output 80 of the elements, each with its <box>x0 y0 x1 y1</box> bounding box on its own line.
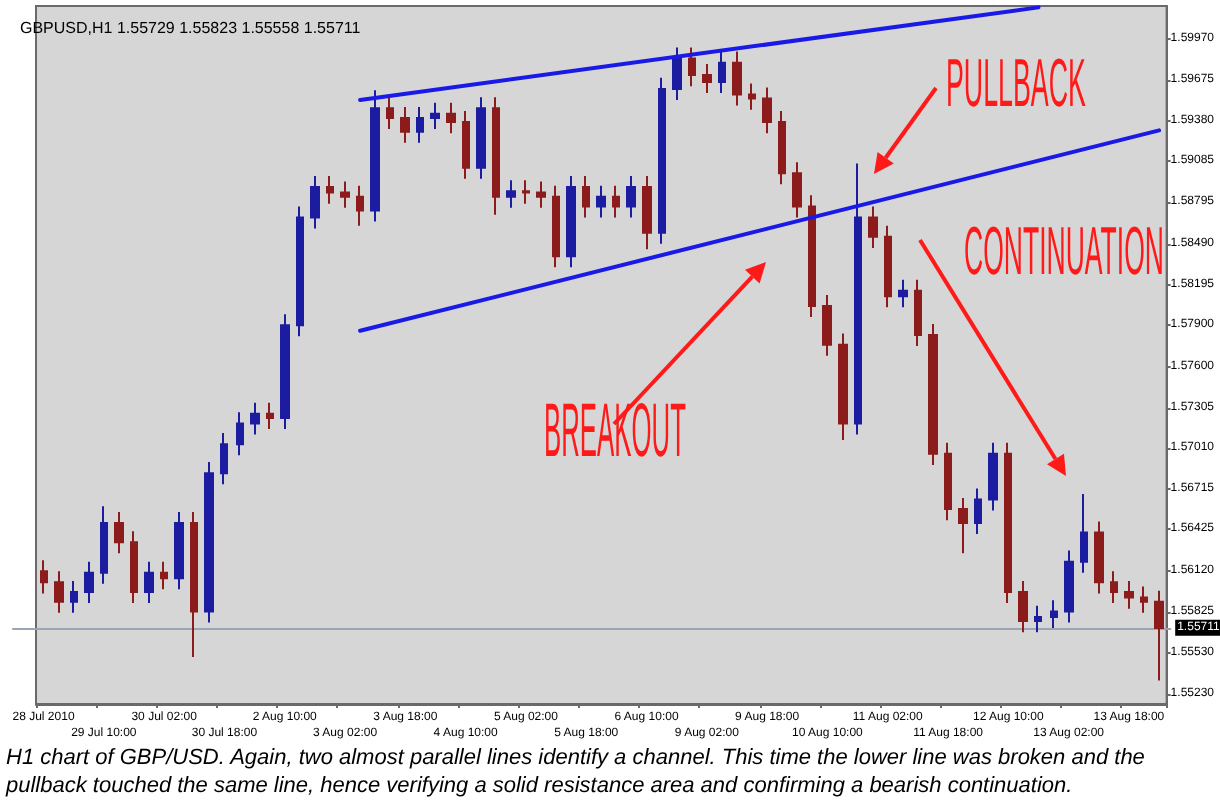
candlestick <box>356 184 364 227</box>
candlestick <box>174 510 184 591</box>
candlestick <box>1050 599 1058 629</box>
candlestick <box>476 96 486 180</box>
annotation: BREAKOUT <box>544 389 686 475</box>
candlestick <box>672 46 682 101</box>
candlestick <box>40 559 48 595</box>
candlestick <box>898 278 908 309</box>
candlestick <box>566 175 576 269</box>
text: H1 chart of GBP/USD. Again, two almost parallel lines identify a channel. This time the lower line was broken and the pullback touched the same line, hence verifying a solid resistance area and confirming a bearish continuation. <box>6 744 1147 800</box>
candlestick <box>1080 492 1088 574</box>
candlestick <box>522 179 530 205</box>
candlestick <box>702 63 712 95</box>
text: GBPUSD,H1 1.55729 1.55823 1.55558 1.55711 <box>20 19 362 37</box>
candlestick <box>416 105 424 144</box>
candlestick <box>762 86 772 135</box>
candlestick <box>1064 549 1074 624</box>
candlestick <box>536 180 546 209</box>
candlestick <box>84 560 94 605</box>
candlestick <box>748 82 756 111</box>
candlestick <box>612 184 620 219</box>
candlestick <box>718 50 726 95</box>
candlestick <box>974 487 982 535</box>
candlestick <box>928 322 938 466</box>
candlestick <box>808 194 816 318</box>
candlestick <box>822 293 832 357</box>
candlestick <box>1110 570 1118 605</box>
candlestick <box>1140 585 1148 614</box>
candlestick <box>340 180 350 209</box>
candlestick <box>296 205 304 338</box>
candlestick <box>400 105 410 144</box>
candlestick <box>144 560 154 605</box>
candlestick <box>958 497 968 555</box>
candlestick <box>462 110 470 180</box>
candlestick <box>446 101 456 135</box>
candlestick <box>386 96 394 131</box>
candlestick <box>792 161 802 219</box>
candlestick <box>596 184 606 219</box>
candlestick <box>250 401 260 436</box>
candlestick <box>854 162 862 436</box>
candlestick <box>492 96 500 216</box>
candlestick <box>220 432 228 486</box>
candlestick <box>280 313 290 430</box>
candlestick <box>688 46 696 88</box>
candlestick <box>642 175 652 251</box>
candlestick <box>626 175 636 219</box>
candlestick <box>732 50 742 107</box>
candlestick <box>582 175 590 219</box>
candlestick <box>266 401 274 430</box>
candlestick <box>326 175 334 205</box>
candlestick <box>868 205 878 249</box>
candlestick <box>1154 589 1164 682</box>
candlestick <box>988 441 998 512</box>
candlestick <box>506 179 516 209</box>
candlestick <box>552 184 560 269</box>
candlestick <box>190 510 198 659</box>
candlestick <box>1124 579 1134 610</box>
candlestick <box>130 530 138 605</box>
candlestick <box>658 76 666 245</box>
candlestick <box>838 332 848 441</box>
candlestick <box>1034 604 1042 634</box>
candlestick <box>370 89 380 223</box>
candlestick <box>100 505 108 585</box>
candlestick <box>160 560 168 591</box>
candlestick <box>430 101 440 131</box>
candlestick <box>114 510 124 555</box>
candlestick <box>236 411 244 457</box>
candlestick <box>310 175 320 230</box>
candlestick <box>70 579 78 614</box>
candlestick <box>914 278 922 348</box>
annotation: CONTINUATION <box>964 216 1164 290</box>
candlestick <box>884 224 892 309</box>
candlestick <box>944 441 952 522</box>
annotation: PULLBACK <box>946 48 1086 122</box>
candlestick <box>1018 579 1028 634</box>
candlestick <box>1004 441 1012 605</box>
candlestick <box>204 461 214 624</box>
candlestick <box>1094 520 1104 595</box>
candlestick <box>54 570 64 614</box>
candlestick <box>778 110 786 186</box>
